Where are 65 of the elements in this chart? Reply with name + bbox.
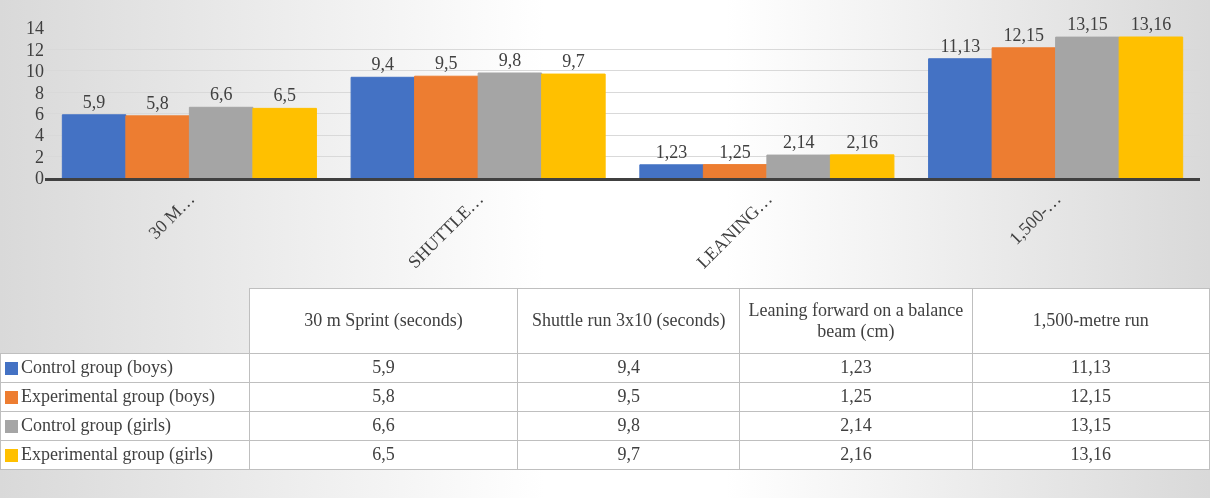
data-label: 2,14 [782,132,815,153]
text: 9,8 [617,415,641,435]
bar [350,76,416,178]
bar [541,73,606,178]
data-label: 12,15 [1003,24,1045,45]
text: 2,14 [840,415,872,435]
legend-label: Control group (girls) [21,415,171,435]
data-label: 6,6 [209,84,233,105]
bar [991,47,1057,178]
data-label: 1,25 [719,141,751,162]
data-label: 2,16 [846,131,878,152]
data-label: 6,5 [273,85,296,106]
y-tick-label: 10 [26,61,44,82]
legend-label: Experimental group (boys) [21,386,215,406]
text: 2,16 [840,444,872,464]
x-tick-label: 30 M… [144,188,199,243]
y-tick-label: 8 [35,82,44,103]
text: 9,4 [617,357,641,377]
data-label: 11,13 [940,35,981,56]
bar [766,154,831,178]
text: 1,25 [840,386,872,406]
y-tick-label: 4 [35,125,44,146]
data-label: 1,23 [655,141,688,162]
bar [61,114,127,178]
text: 12,15 [1070,386,1112,406]
text: 6,5 [372,444,395,464]
data-label: 5,9 [82,91,106,112]
bar [702,164,768,178]
text: 5,9 [372,357,395,377]
bar [125,115,190,178]
data-label: 13,16 [1130,14,1172,34]
data-label: 9,5 [435,53,458,74]
data-label: 9,8 [498,50,522,70]
text: 5,8 [372,386,395,406]
text: Shuttle run 3x10 (seconds) [517,288,740,353]
y-tick-label: 0 [35,168,44,189]
text: 9,7 [617,444,641,464]
bar [829,154,895,178]
text: 9,5 [617,386,641,406]
text: 11,13 [1070,357,1111,377]
bar [1055,36,1120,178]
legend-label: Experimental group (girls) [21,444,213,464]
bar [1118,36,1184,178]
bar [188,106,254,178]
text: 13,16 [1070,444,1112,464]
data-label: 9,7 [562,51,585,72]
bar [928,58,993,178]
y-tick-label: 6 [35,104,44,125]
bar [477,72,543,178]
text: 30 m Sprint (seconds) [249,288,518,353]
data-label: 13,15 [1067,14,1108,35]
bar [252,107,317,178]
data-label: 9,4 [371,54,395,75]
y-tick-label: 2 [35,146,44,167]
legend-label: Control group (boys) [21,357,173,377]
y-tick-label: 12 [26,39,44,60]
text: 6,6 [372,415,395,435]
text: 13,15 [1070,415,1112,435]
text: 1,500-metre run [972,288,1210,353]
y-tick-label: 14 [26,18,44,39]
text: 1,23 [840,357,872,377]
bar [414,75,479,178]
data-label: 5,8 [146,92,169,113]
bar [639,164,704,178]
text: Leaning forward on a balance beam (cm) [739,288,973,353]
